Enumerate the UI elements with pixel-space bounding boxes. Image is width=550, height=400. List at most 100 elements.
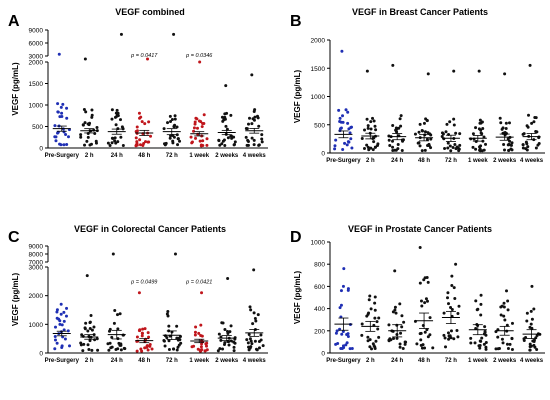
data-point (118, 343, 122, 347)
data-point (397, 126, 401, 130)
data-point (119, 32, 123, 36)
data-point (178, 338, 182, 342)
data-point (426, 131, 430, 135)
data-point (474, 140, 478, 144)
data-point (450, 307, 454, 311)
data-point (413, 132, 417, 136)
data-point (60, 115, 64, 119)
data-point (452, 337, 456, 341)
data-point (499, 121, 503, 125)
data-point (458, 132, 462, 136)
data-point (143, 327, 147, 331)
data-point (483, 330, 487, 334)
data-point (457, 147, 461, 151)
data-point (252, 110, 256, 114)
data-point (81, 334, 85, 338)
data-point (398, 302, 402, 306)
data-point (340, 332, 344, 336)
data-point (400, 325, 404, 329)
data-point (192, 129, 196, 133)
data-point (417, 130, 421, 134)
data-point (63, 337, 67, 341)
data-point (420, 304, 424, 308)
data-point (526, 125, 530, 129)
data-point (147, 335, 151, 339)
data-point (172, 32, 176, 36)
data-point (140, 120, 144, 124)
data-point (346, 332, 350, 336)
data-point (107, 348, 111, 352)
data-point (163, 344, 167, 348)
data-point (417, 141, 421, 145)
data-point (193, 330, 197, 334)
data-point (64, 133, 68, 137)
data-point (413, 319, 417, 323)
data-point (404, 340, 408, 344)
data-point (246, 138, 250, 142)
data-point (484, 340, 488, 344)
data-point (429, 146, 433, 150)
data-point (494, 347, 498, 351)
data-point (93, 131, 97, 135)
y-tick-label: 500 (314, 122, 325, 129)
data-point (249, 308, 253, 312)
data-point (423, 301, 427, 305)
data-point (391, 149, 395, 153)
data-point (175, 133, 179, 137)
y-tick-label: 2000 (311, 38, 326, 45)
data-point (252, 143, 256, 147)
data-point (399, 124, 403, 128)
data-point (135, 129, 139, 133)
data-point (250, 136, 254, 140)
data-point (339, 289, 343, 293)
x-tick-label: 48 h (418, 358, 430, 364)
data-point (348, 347, 352, 351)
data-point (505, 342, 509, 346)
data-point (121, 333, 125, 337)
y-tick-label: 1500 (29, 81, 44, 88)
data-point (168, 114, 172, 118)
data-point (476, 307, 480, 311)
data-point (391, 63, 395, 67)
data-point (224, 124, 228, 128)
data-point (373, 295, 377, 299)
data-point (346, 121, 350, 125)
data-point (248, 305, 252, 309)
data-point (528, 325, 532, 329)
y-tick-label: 2000 (29, 293, 44, 300)
data-point (146, 57, 150, 61)
data-point (79, 343, 83, 347)
data-point (59, 312, 63, 316)
data-point (57, 52, 61, 56)
data-point (403, 342, 407, 346)
data-point (135, 125, 139, 129)
data-point (505, 289, 509, 293)
data-point (426, 144, 430, 148)
data-point (398, 117, 402, 121)
data-point (53, 325, 57, 329)
data-point (341, 344, 345, 348)
data-point (348, 131, 352, 135)
data-point (396, 142, 400, 146)
data-point (222, 138, 226, 142)
data-point (456, 311, 460, 315)
data-point (86, 329, 90, 333)
data-point (134, 136, 138, 140)
p-value-annotation: p = 0.0417 (130, 53, 158, 59)
y-tick-label: 9000 (29, 244, 44, 251)
data-point (218, 347, 222, 351)
data-point (369, 120, 373, 124)
data-point (376, 142, 380, 146)
data-point (525, 311, 529, 315)
data-point (365, 143, 369, 147)
data-point (401, 139, 405, 143)
data-point (225, 111, 229, 115)
data-point (60, 111, 64, 115)
x-tick-label: 4 weeks (520, 358, 544, 364)
data-point (198, 139, 202, 143)
data-point (341, 120, 345, 124)
data-point (480, 336, 484, 340)
data-point (218, 143, 222, 147)
data-point (113, 308, 117, 312)
x-tick-label: 2 weeks (215, 153, 239, 159)
